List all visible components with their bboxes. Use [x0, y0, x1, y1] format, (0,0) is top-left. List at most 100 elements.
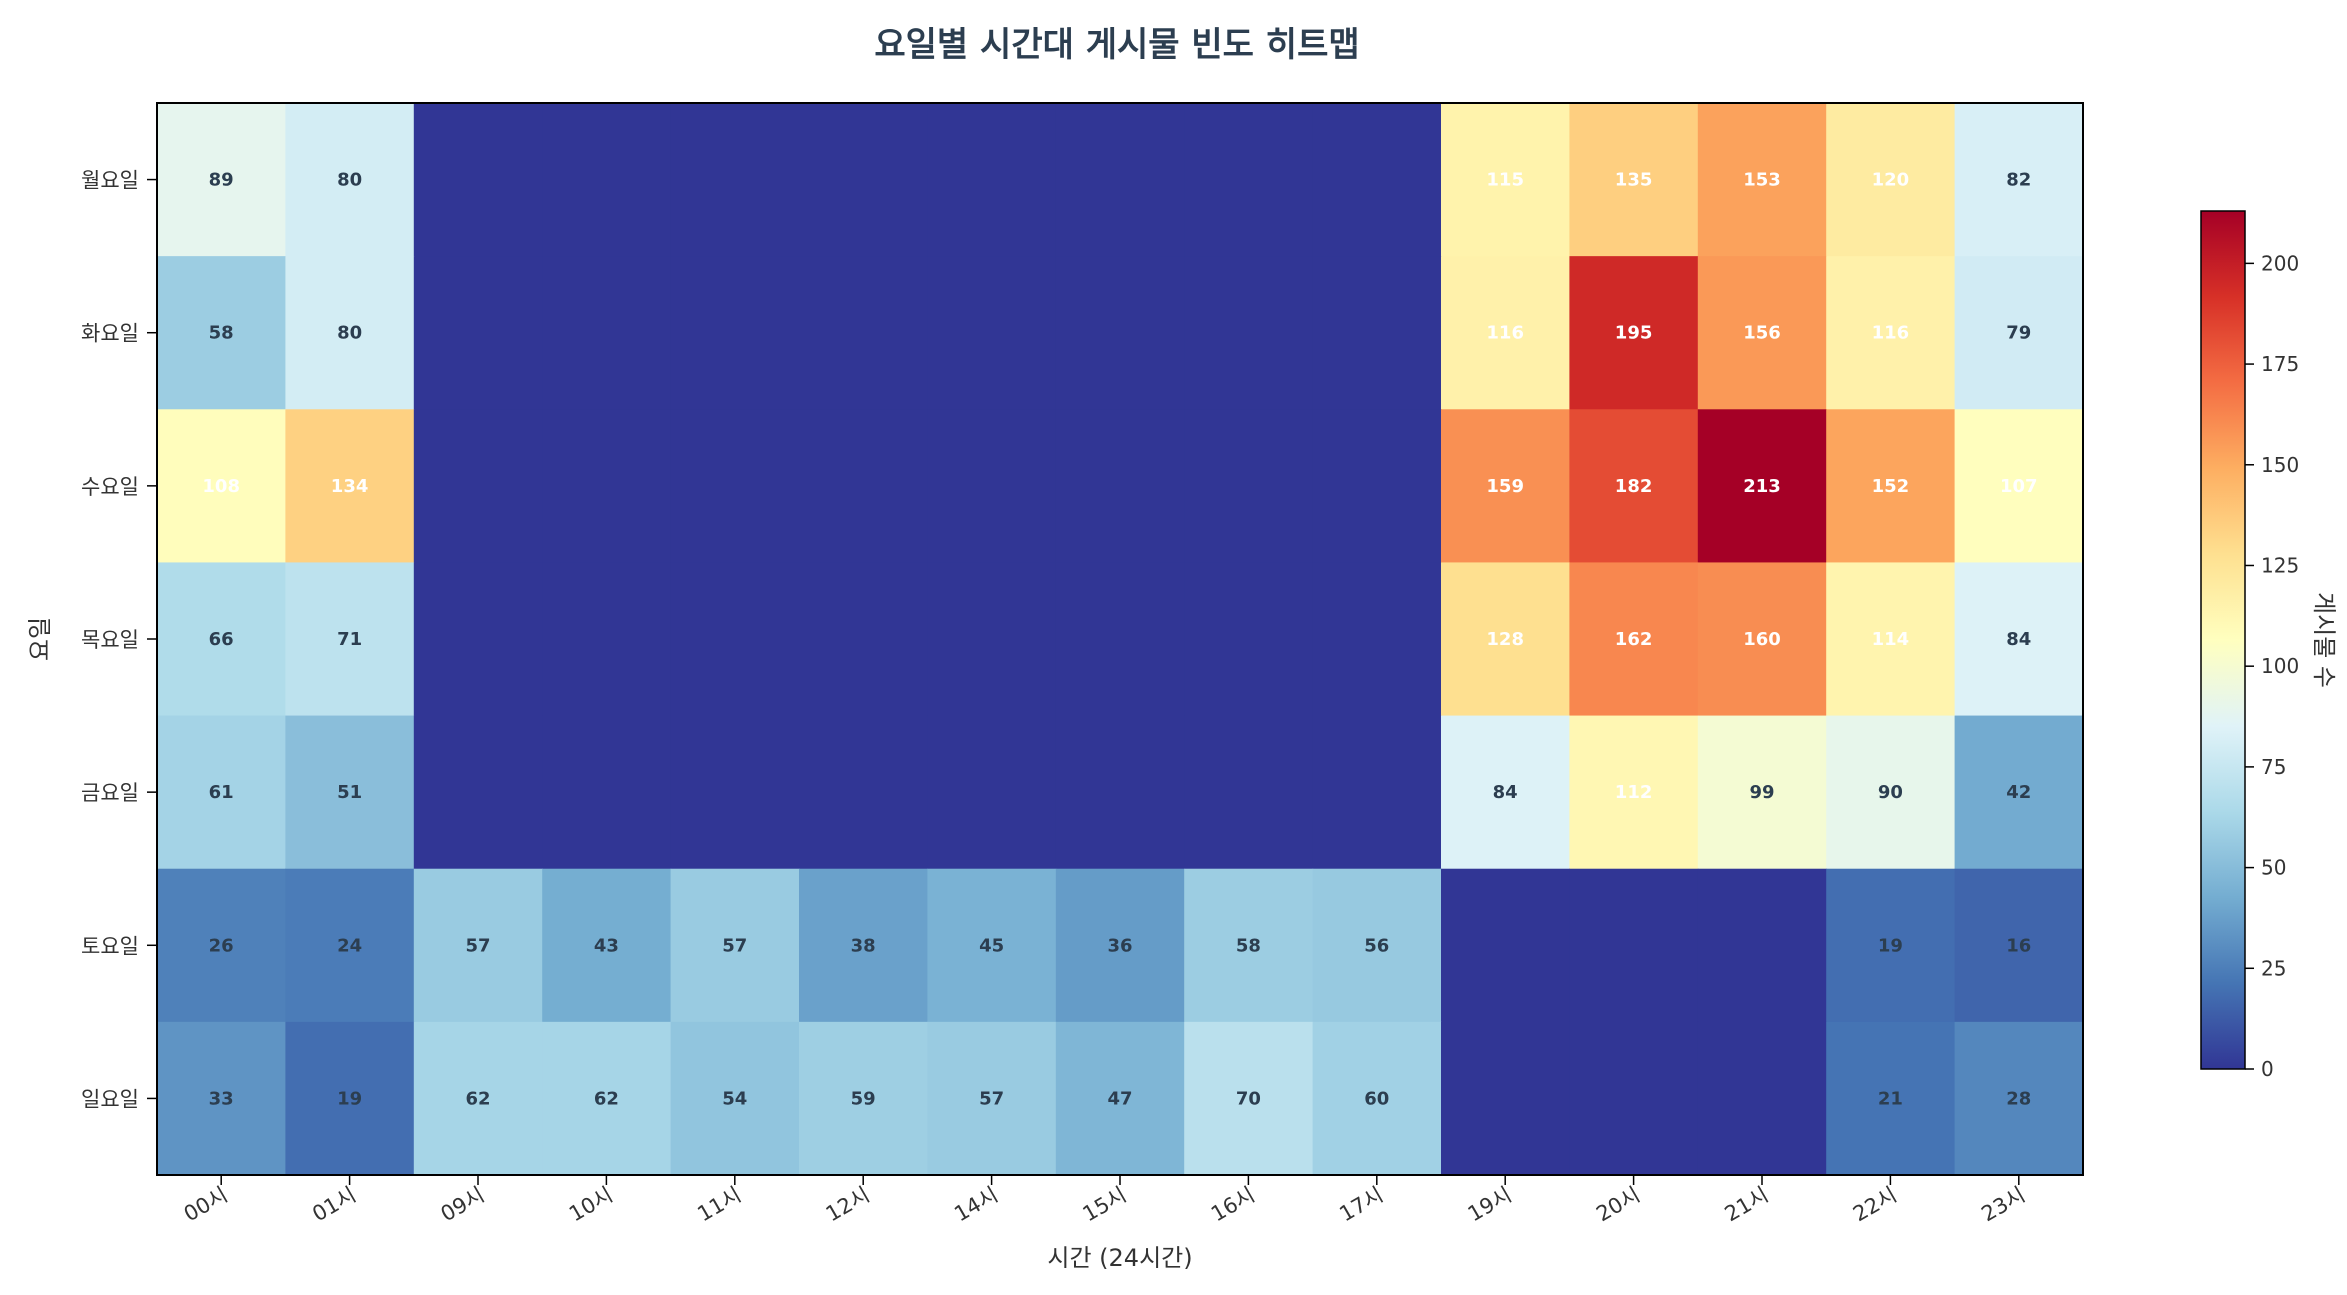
- colorbar-ticks: 0 25 50 75 100 125 150 175 200: [2245, 251, 2299, 1081]
- colorbar-tick-label: 75: [2261, 755, 2286, 779]
- heatmap-cell: [1055, 868, 1185, 1023]
- heatmap-cell: [542, 562, 672, 717]
- heatmap-cell: [1184, 715, 1314, 870]
- chart-title: 요일별 시간대 게시물 빈도 히트맵: [874, 25, 1359, 65]
- cell-value-label: 153: [1743, 170, 1781, 191]
- cell-value-label: 82: [2006, 170, 2031, 191]
- x-tick-label: 17시: [1335, 1183, 1387, 1227]
- x-tick-label: 10시: [565, 1183, 617, 1227]
- heatmap-cell: [1184, 256, 1314, 410]
- heatmap-cell: [1569, 868, 1699, 1023]
- heatmap-cell: [1697, 103, 1827, 257]
- heatmap-cell: [670, 256, 800, 410]
- cell-value-label: 84: [2006, 629, 2031, 650]
- x-tick-label: 16시: [1207, 1183, 1259, 1227]
- heatmap-cell: [670, 103, 800, 257]
- heatmap-cell: [1954, 562, 2084, 717]
- heatmap-cell: [413, 1021, 543, 1176]
- cell-value-label: 195: [1615, 323, 1653, 344]
- cell-value-label: 62: [465, 1088, 490, 1109]
- heatmap-cell: [542, 715, 672, 870]
- heatmap-cell: [157, 715, 286, 870]
- y-axis-label: 요일: [26, 617, 54, 661]
- heatmap-cell: [1312, 868, 1442, 1023]
- heatmap-cell: [413, 562, 543, 717]
- colorbar-tick-label: 50: [2261, 856, 2286, 880]
- heatmap-cell: [1697, 409, 1827, 564]
- heatmap-cell: [799, 1021, 928, 1176]
- heatmap-cell: [1312, 1021, 1442, 1176]
- heatmap-cell: [927, 562, 1057, 717]
- heatmap-cell: [1441, 103, 1570, 257]
- cell-value-label: 84: [1493, 782, 1518, 803]
- x-tick-label: 15시: [1079, 1183, 1131, 1227]
- heatmap-cell: [1569, 715, 1699, 870]
- heatmap-cell: [1954, 256, 2084, 410]
- cell-value-label: 112: [1615, 782, 1653, 803]
- heatmap-cell: [1184, 1021, 1314, 1176]
- cell-value-label: 162: [1615, 629, 1653, 650]
- cell-value-label: 19: [337, 1088, 362, 1109]
- heatmap-cell: [1954, 103, 2084, 257]
- cell-value-label: 54: [722, 1088, 747, 1109]
- colorbar-tick-label: 100: [2261, 654, 2299, 678]
- colorbar-label: 게시물 수: [2310, 592, 2338, 688]
- heatmap-cell: [1055, 409, 1185, 564]
- cell-value-label: 114: [1872, 629, 1910, 650]
- x-axis-label: 시간 (24시간): [1047, 1244, 1192, 1272]
- heatmap-cell: [670, 868, 800, 1023]
- cell-value-label: 43: [594, 935, 619, 956]
- heatmap-cell: [413, 868, 543, 1023]
- heatmap-cell: [1569, 103, 1699, 257]
- cell-value-label: 21: [1878, 1088, 1903, 1109]
- x-tick-label: 20시: [1592, 1183, 1644, 1227]
- heatmap-cell: [1826, 562, 1956, 717]
- heatmap-cell: [157, 562, 286, 717]
- heatmap-cell: [799, 562, 928, 717]
- cell-value-label: 47: [1107, 1088, 1132, 1109]
- heatmap-cell: [1826, 868, 1956, 1023]
- heatmap-cell: [1826, 103, 1956, 257]
- cell-value-label: 56: [1364, 935, 1389, 956]
- cell-value-label: 116: [1486, 323, 1524, 344]
- y-tick-label: 목요일: [81, 628, 139, 652]
- cell-value-label: 80: [337, 170, 362, 191]
- heatmap-cell: [1055, 562, 1185, 717]
- cell-value-label: 28: [2006, 1088, 2031, 1109]
- cell-value-label: 62: [594, 1088, 619, 1109]
- heatmap-cell: [1055, 715, 1185, 870]
- cell-value-label: 61: [209, 782, 234, 803]
- heatmap-cell: [1569, 256, 1699, 410]
- cell-value-label: 152: [1872, 476, 1910, 497]
- cell-value-label: 16: [2006, 935, 2031, 956]
- cell-value-label: 160: [1743, 629, 1781, 650]
- cell-value-label: 66: [209, 629, 234, 650]
- cell-value-label: 89: [209, 170, 234, 191]
- heatmap-cell: [1697, 562, 1827, 717]
- heatmap-cell: [1697, 1021, 1827, 1176]
- heatmap-cell: [1441, 562, 1570, 717]
- cell-value-label: 71: [337, 629, 362, 650]
- cell-value-label: 120: [1872, 170, 1910, 191]
- heatmap-cell: [285, 868, 415, 1023]
- cell-value-label: 19: [1878, 935, 1903, 956]
- x-tick-label: 14시: [950, 1183, 1002, 1227]
- cell-value-label: 57: [722, 935, 747, 956]
- heatmap-cells: [157, 103, 2084, 1176]
- cell-value-label: 33: [209, 1088, 234, 1109]
- cell-value-label: 51: [337, 782, 362, 803]
- heatmap-cell: [413, 256, 543, 410]
- y-tick-label: 금요일: [81, 781, 139, 805]
- cell-value-label: 107: [2000, 476, 2038, 497]
- heatmap-cell: [1055, 256, 1185, 410]
- cell-value-label: 24: [337, 935, 362, 956]
- y-tick-label: 월요일: [81, 169, 139, 193]
- cell-value-label: 115: [1486, 170, 1524, 191]
- cell-value-label: 116: [1872, 323, 1910, 344]
- heatmap-cell: [157, 409, 286, 564]
- heatmap-cell: [1826, 409, 1956, 564]
- cell-value-label: 59: [851, 1088, 876, 1109]
- cell-value-label: 213: [1743, 476, 1781, 497]
- heatmap-cell: [799, 409, 928, 564]
